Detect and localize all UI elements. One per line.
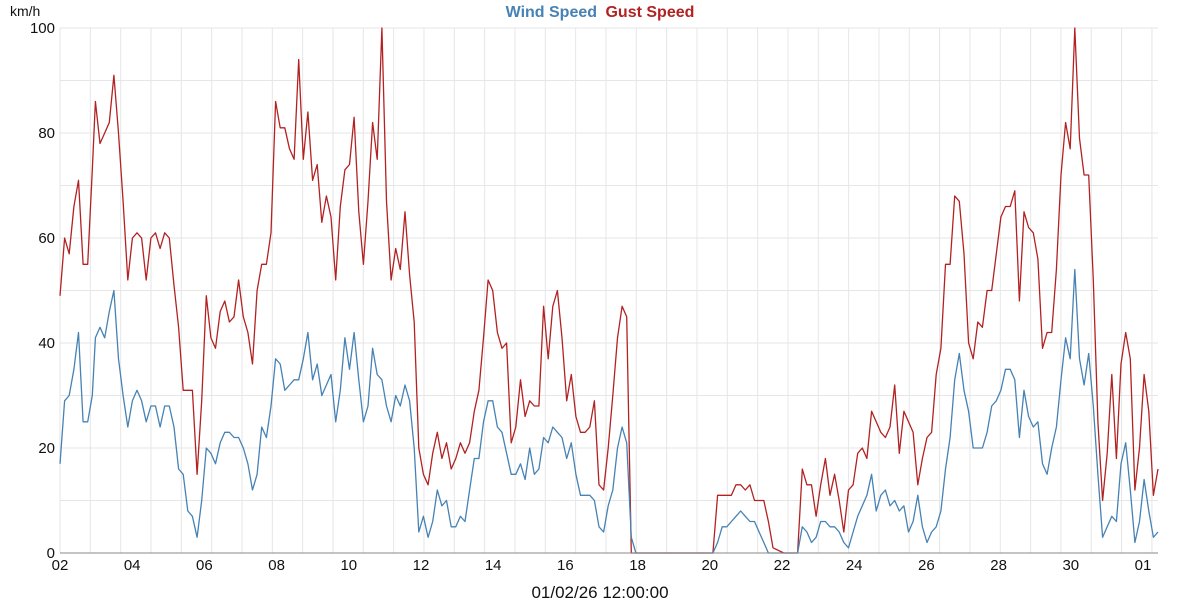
x-axis-label: 01/02/26 12:00:00 xyxy=(531,583,668,600)
x-tick-label: 16 xyxy=(557,557,574,574)
x-tick-label: 24 xyxy=(846,557,863,574)
y-tick-label: 20 xyxy=(38,440,55,457)
x-tick-label: 08 xyxy=(268,557,285,574)
x-axis-ticks: 02 04 06 08 10 12 14 16 18 20 22 24 26 28 30 01 xyxy=(52,557,1152,574)
x-tick-label: 30 xyxy=(1062,557,1079,574)
y-tick-label: 40 xyxy=(38,335,55,352)
x-tick-label: 26 xyxy=(918,557,935,574)
y-axis-unit: km/h xyxy=(10,3,40,19)
x-tick-label: 12 xyxy=(413,557,430,574)
x-tick-label: 02 xyxy=(52,557,69,574)
series-lines xyxy=(59,27,1159,554)
x-tick-label: 01 xyxy=(1135,557,1152,574)
series-line-wind-speed xyxy=(59,268,1159,554)
chart-title: Wind Speed Gust Speed xyxy=(506,4,695,21)
y-tick-label: 80 xyxy=(38,125,55,142)
x-tick-label: 06 xyxy=(196,557,213,574)
x-tick-label: 20 xyxy=(701,557,718,574)
gridlines xyxy=(59,27,1158,554)
y-axis-ticks: 0 20 40 60 80 100 xyxy=(30,20,55,562)
y-tick-label: 60 xyxy=(38,230,55,247)
x-tick-label: 22 xyxy=(774,557,791,574)
x-tick-label: 04 xyxy=(124,557,141,574)
y-tick-label: 0 xyxy=(47,545,55,562)
title-wind-speed: Wind Speed xyxy=(506,4,597,21)
x-tick-label: 10 xyxy=(340,557,357,574)
x-tick-label: 14 xyxy=(485,557,502,574)
x-tick-label: 18 xyxy=(629,557,646,574)
title-gust-speed: Gust Speed xyxy=(605,4,694,21)
series-line-gust-speed xyxy=(59,27,1159,554)
x-tick-label: 28 xyxy=(990,557,1007,574)
y-tick-label: 100 xyxy=(30,20,55,37)
